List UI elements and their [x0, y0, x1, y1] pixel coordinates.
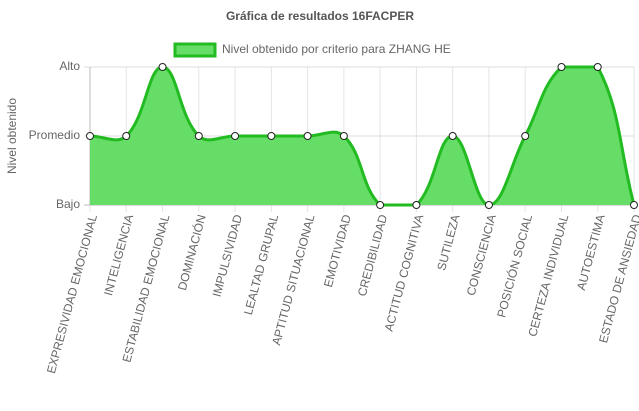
legend-label: Nivel obtenido por criterio para ZHANG H…	[222, 42, 451, 56]
x-tick-label: ACTITUD COGNITIVA	[382, 213, 427, 333]
point	[231, 132, 240, 140]
x-tick-label: INTELIGENCIA	[101, 213, 136, 297]
point	[593, 63, 602, 71]
y-tick-label: Promedio	[29, 128, 81, 142]
point	[630, 201, 638, 209]
point	[86, 132, 94, 140]
x-tick-label: POSICIÓN SOCIAL	[493, 212, 535, 319]
x-tick-label: EXPRESIVIDAD EMOCIONAL	[44, 213, 100, 375]
y-axis-title: Nivel obtenido	[5, 98, 19, 174]
point	[122, 132, 131, 140]
point	[267, 132, 276, 140]
point	[557, 63, 566, 71]
x-tick-label: EMOTIVIDAD	[321, 213, 354, 289]
x-tick-label: LEALTAD GRUPAL	[241, 213, 281, 317]
x-tick-label: CERTEZA INDIVIDUAL	[525, 213, 571, 338]
x-tick-label: DOMINACIÓN	[174, 213, 209, 292]
legend-swatch	[173, 42, 217, 58]
x-tick-label: AUTOESTIMA	[574, 213, 608, 292]
x-tick-label: CONSCIENCIA	[464, 213, 499, 297]
point	[303, 132, 312, 140]
x-tick-label: IMPULSIVIDAD	[210, 213, 246, 299]
point	[158, 63, 167, 71]
area	[90, 67, 634, 205]
point	[339, 132, 348, 140]
x-tick-label: SUTILEZA	[434, 213, 462, 272]
chart-title: Gráfica de resultados 16FACPER	[226, 9, 414, 23]
point	[448, 132, 457, 140]
line	[89, 65, 636, 207]
point	[484, 201, 493, 209]
point	[412, 201, 421, 209]
y-tick-label: Alto	[59, 59, 80, 73]
x-tick-label: CREDIBILIDAD	[355, 213, 390, 298]
point	[194, 132, 203, 140]
y-tick-label: Bajo	[56, 197, 80, 211]
point	[376, 201, 385, 209]
point	[521, 132, 530, 140]
